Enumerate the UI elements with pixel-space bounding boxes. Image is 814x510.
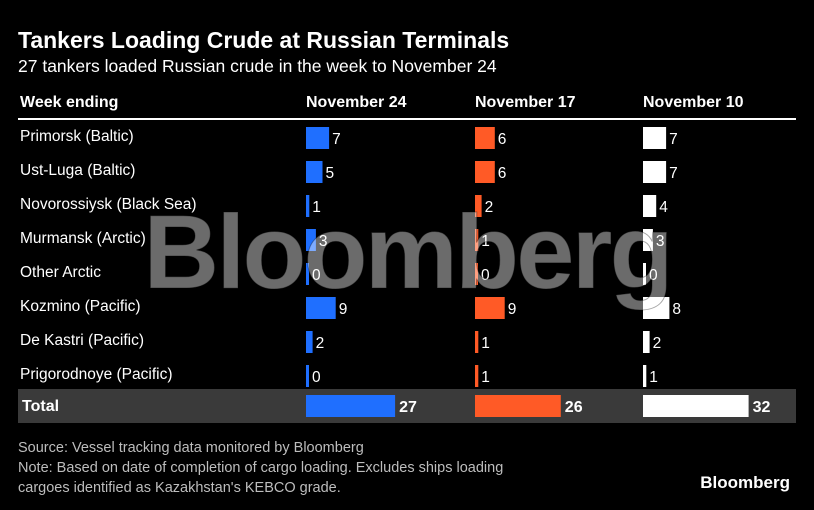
value-label-nov10: 7 [669,131,678,148]
table-rows: Primorsk (Baltic) 7 6 7 Ust-Luga (Baltic) 5 6 7… [20,127,681,387]
value-label-nov17: 0 [481,267,490,284]
table-row: Prigorodnoye (Pacific) 0 1 1 [20,365,658,387]
value-label-nov24: 9 [339,301,348,318]
value-label-nov10: 8 [672,301,681,318]
value-label-nov10: 1 [649,369,658,386]
row-label: Ust-Luga (Baltic) [20,162,135,179]
total-bar-nov17 [475,395,561,417]
bar-nov24 [306,161,323,183]
bar-nov24 [306,331,313,353]
total-bar-nov24 [306,395,396,417]
value-label-nov17: 9 [508,301,517,318]
table-row: Primorsk (Baltic) 7 6 7 [20,127,678,149]
bar-nov17 [475,161,495,183]
table-row: Murmansk (Arctic) 3 1 3 [20,229,665,251]
bar-nov10 [643,331,650,353]
bar-nov17 [475,297,505,319]
total-value-nov24: 27 [399,399,417,416]
row-label: Kozmino (Pacific) [20,298,141,315]
bar-nov17 [475,331,479,353]
bar-nov24 [306,127,330,149]
value-label-nov24: 0 [312,369,321,386]
value-label-nov10: 2 [653,335,662,352]
table-row: Kozmino (Pacific) 9 9 8 [20,297,681,319]
value-label-nov24: 7 [332,131,341,148]
column-header-nov24: November 24 [306,94,407,111]
bar-nov10 [643,229,653,251]
bar-nov17 [475,127,495,149]
source-note: Source: Vessel tracking data monitored b… [18,440,364,456]
total-value-nov10: 32 [753,399,771,416]
value-label-nov10: 4 [659,199,668,216]
total-bars: 27 26 32 [306,395,770,417]
row-header-label: Week ending [20,94,118,111]
value-label-nov10: 0 [649,267,658,284]
value-label-nov17: 1 [481,335,490,352]
bloomberg-logo: Bloomberg [700,473,790,492]
value-label-nov17: 6 [498,165,507,182]
value-label-nov17: 6 [498,131,507,148]
value-label-nov24: 3 [319,233,328,250]
bar-nov24 [306,263,309,285]
value-label-nov17: 1 [481,369,490,386]
row-label: De Kastri (Pacific) [20,332,144,349]
bar-nov17 [475,195,482,217]
bar-nov24 [306,229,316,251]
bar-nov17 [475,263,478,285]
chart-title: Tankers Loading Crude at Russian Termina… [18,27,509,53]
value-label-nov24: 2 [316,335,325,352]
table-row: De Kastri (Pacific) 2 1 2 [20,331,661,353]
row-label: Novorossiysk (Black Sea) [20,196,197,213]
column-header-nov17: November 17 [475,94,576,111]
total-bar-nov10 [643,395,749,417]
bar-nov10 [643,127,667,149]
note-line-1: Note: Based on date of completion of car… [18,460,503,476]
value-label-nov24: 5 [326,165,335,182]
bar-nov24 [306,297,336,319]
table-row: Other Arctic 0 0 0 [20,263,658,285]
row-label: Prigorodnoye (Pacific) [20,366,172,383]
value-label-nov10: 3 [656,233,665,250]
value-label-nov24: 1 [312,199,321,216]
bar-nov10 [643,297,670,319]
row-label: Other Arctic [20,264,101,281]
bar-nov10 [643,263,646,285]
bar-nov17 [475,229,479,251]
bar-nov10 [643,365,647,387]
value-label-nov24: 0 [312,267,321,284]
value-label-nov10: 7 [669,165,678,182]
total-label: Total [22,398,59,415]
total-value-nov17: 26 [565,399,583,416]
bar-nov17 [475,365,479,387]
note-line-2: cargoes identified as Kazakhstan's KEBCO… [18,480,341,496]
bar-nov10 [643,161,667,183]
value-label-nov17: 1 [481,233,490,250]
bar-nov10 [643,195,657,217]
table-row: Ust-Luga (Baltic) 5 6 7 [20,161,678,183]
row-label: Murmansk (Arctic) [20,230,146,247]
row-label: Primorsk (Baltic) [20,128,134,145]
table-row: Novorossiysk (Black Sea) 1 2 4 [20,195,668,217]
total-row: Total 27 26 32 [18,389,796,423]
bar-nov24 [306,195,310,217]
bar-nov24 [306,365,309,387]
chart-subtitle: 27 tankers loaded Russian crude in the w… [18,56,497,76]
column-header-nov10: November 10 [643,94,744,111]
value-label-nov17: 2 [485,199,494,216]
bloomberg-watermark: Bloomberg [143,194,670,311]
